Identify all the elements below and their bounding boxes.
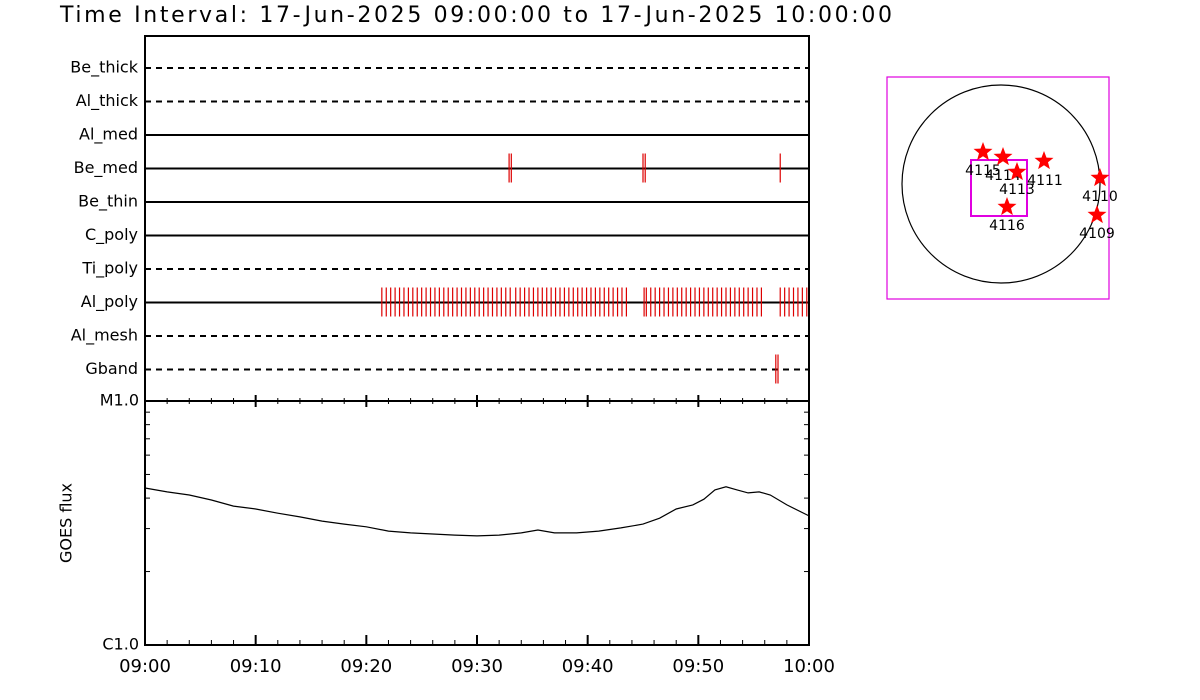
y-tick-label: M1.0 <box>100 391 139 410</box>
filter-label: Be_thin <box>78 192 138 212</box>
x-tick-label: 10:00 <box>783 656 835 677</box>
region-star <box>973 142 993 161</box>
map-frame <box>886 76 1110 300</box>
region-label: 4110 <box>1082 189 1118 205</box>
filter-label: Al_med <box>79 125 138 145</box>
filter-label: Be_med <box>74 158 138 178</box>
filter-label: Al_mesh <box>71 326 138 346</box>
filter-label: Al_poly <box>81 292 138 312</box>
region-star <box>1087 205 1107 224</box>
region-star <box>993 147 1013 166</box>
x-tick-label: 09:20 <box>340 656 392 677</box>
y-tick-label: C1.0 <box>102 635 139 654</box>
region-star <box>997 197 1017 216</box>
filter-label: Ti_poly <box>81 259 138 279</box>
region-star <box>1034 151 1054 170</box>
x-tick-label: 09:00 <box>119 656 171 677</box>
region-label: 4109 <box>1079 226 1115 242</box>
filter-label: Be_thick <box>70 58 138 78</box>
filter-label: Al_thick <box>76 91 139 111</box>
region-label: 4115 <box>965 163 1001 179</box>
region-star <box>1090 168 1110 187</box>
filter-label: Gband <box>85 359 138 378</box>
x-tick-label: 09:10 <box>230 656 282 677</box>
x-tick-label: 09:30 <box>451 656 503 677</box>
panel-frame <box>144 35 810 401</box>
region-star <box>1007 162 1027 181</box>
x-tick-label: 09:40 <box>562 656 614 677</box>
y-axis-label: GOES flux <box>57 483 76 563</box>
region-label: 4116 <box>989 218 1025 234</box>
region-label: 4111 <box>1027 173 1063 189</box>
goes-curve <box>144 486 810 537</box>
x-tick-label: 09:50 <box>672 656 724 677</box>
filter-label: C_poly <box>85 225 138 245</box>
solar-limb <box>901 84 1101 284</box>
region-label: 4113 <box>999 182 1035 198</box>
